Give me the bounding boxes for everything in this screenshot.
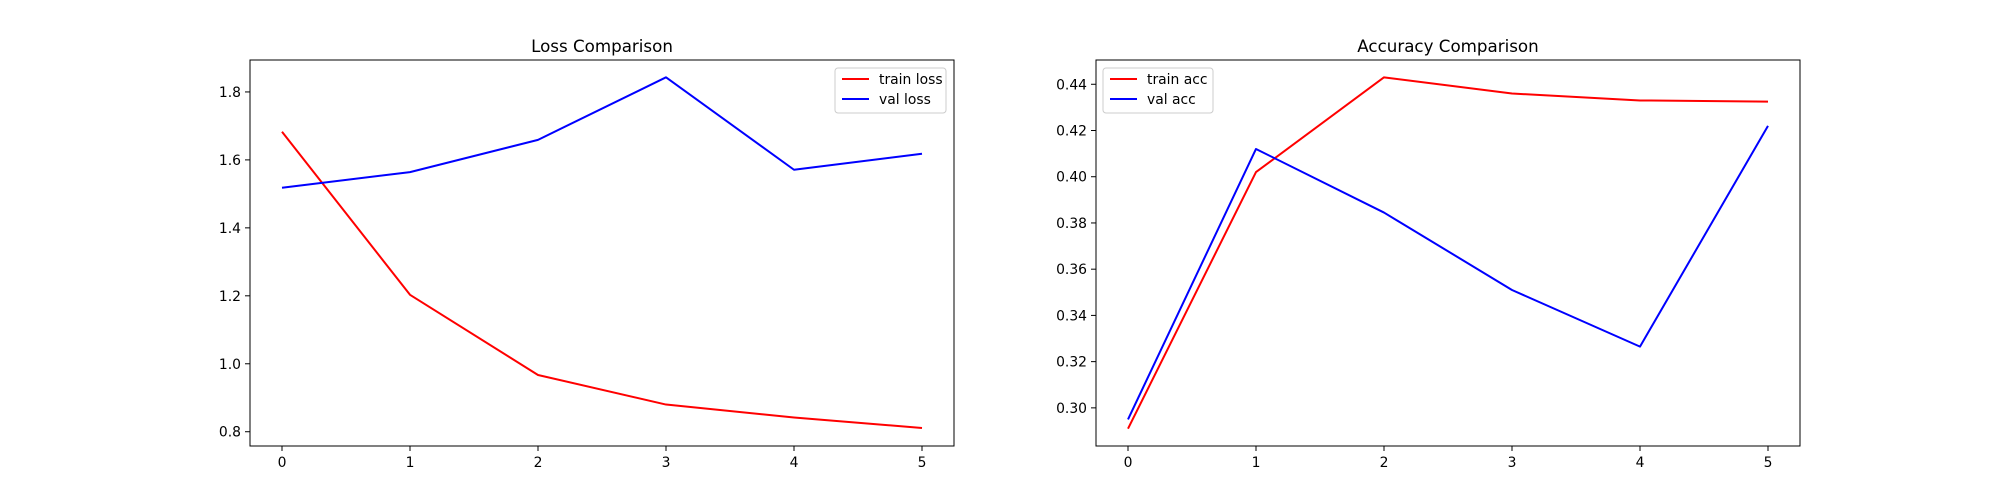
y-tick-label: 0.44 — [1056, 77, 1087, 93]
legend-label-val-loss: val loss — [879, 92, 931, 108]
series-line-train-acc — [1127, 76, 1769, 430]
x-tick-label: 2 — [534, 455, 543, 471]
plot-frame — [1095, 59, 1801, 447]
chart-title: Accuracy Comparison — [1357, 36, 1538, 56]
y-axis-ticks: 0.8 1.0 1.2 1.4 1.6 1.8 — [219, 85, 250, 441]
y-tick-label: 1.6 — [219, 153, 241, 169]
legend-label-val-acc: val acc — [1147, 92, 1196, 108]
legend: train acc val acc — [1102, 67, 1214, 114]
y-tick-label: 0.34 — [1056, 308, 1087, 324]
y-tick-label: 1.4 — [219, 221, 241, 237]
legend: train loss val loss — [834, 67, 947, 114]
x-tick-label: 1 — [406, 455, 415, 471]
series-line-val-loss — [281, 76, 923, 189]
series-layer — [281, 76, 923, 429]
loss-comparison-chart: Loss Comparison 0 1 2 3 4 5 0.8 1.0 1.2 1.4 1.6 1.… — [219, 36, 955, 471]
x-tick-label: 5 — [918, 455, 927, 471]
x-axis-ticks: 0 1 2 3 4 5 — [278, 446, 927, 471]
x-tick-label: 3 — [1508, 455, 1517, 471]
y-tick-label: 1.2 — [219, 289, 241, 305]
chart-title: Loss Comparison — [531, 36, 673, 56]
y-axis-ticks: 0.30 0.32 0.34 0.36 0.38 0.40 0.42 0.44 — [1056, 77, 1096, 417]
series-line-train-loss — [281, 131, 923, 429]
x-tick-label: 2 — [1380, 455, 1389, 471]
series-line-val-acc — [1127, 125, 1769, 420]
x-tick-label: 5 — [1764, 455, 1773, 471]
y-tick-label: 1.8 — [219, 85, 241, 101]
y-tick-label: 0.40 — [1056, 170, 1087, 186]
x-tick-label: 4 — [790, 455, 799, 471]
x-tick-label: 0 — [1124, 455, 1133, 471]
x-tick-label: 1 — [1252, 455, 1261, 471]
y-tick-label: 0.42 — [1056, 123, 1087, 139]
series-layer — [1127, 76, 1769, 430]
y-tick-label: 1.0 — [219, 357, 241, 373]
x-tick-label: 4 — [1636, 455, 1645, 471]
y-tick-label: 0.36 — [1056, 262, 1087, 278]
y-tick-label: 0.8 — [219, 425, 241, 441]
x-axis-ticks: 0 1 2 3 4 5 — [1124, 446, 1773, 471]
legend-label-train-acc: train acc — [1147, 72, 1208, 88]
x-tick-label: 0 — [278, 455, 287, 471]
legend-label-train-loss: train loss — [879, 72, 943, 88]
y-tick-label: 0.32 — [1056, 355, 1087, 371]
plot-frame — [249, 59, 955, 447]
y-tick-label: 0.30 — [1056, 401, 1087, 417]
y-tick-label: 0.38 — [1056, 216, 1087, 232]
x-tick-label: 3 — [662, 455, 671, 471]
